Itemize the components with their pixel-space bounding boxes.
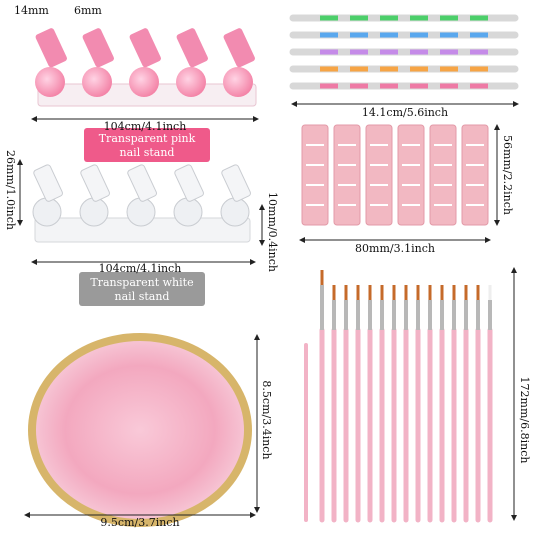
pink-stand-holder (129, 28, 161, 68)
pad (365, 124, 393, 226)
pink-stand-ball (82, 67, 112, 97)
length-label: 14.1cm/5.6inch (362, 106, 448, 119)
white-label-box (79, 272, 205, 306)
size-label: 6mm (74, 4, 102, 17)
pad (397, 124, 425, 226)
white-stand-holder (33, 164, 63, 202)
white-stand-holder (127, 164, 157, 202)
width-label: 104cm/4.1inch (104, 120, 187, 133)
height-label: 26mm/1.0inch (4, 150, 17, 230)
pink-stand-ball (176, 67, 206, 97)
white-stand-ball (79, 197, 109, 227)
pink-label-box (84, 128, 210, 162)
dimension-lines (17, 101, 519, 521)
product-label: nail stand (115, 290, 170, 303)
white-stand-holder (80, 164, 110, 202)
white-stand-ball (173, 197, 203, 227)
product-label: nail stand (120, 146, 175, 159)
product-label: Transparent white (90, 276, 193, 289)
pad (301, 124, 329, 226)
white-stand-ball (126, 197, 156, 227)
pink-stand-holder (82, 28, 114, 68)
palette (36, 341, 244, 519)
white-stand-ball (32, 197, 62, 227)
pad (429, 124, 457, 226)
pink-stand-holder (223, 28, 255, 68)
pad (461, 124, 489, 226)
height-label: 8.5cm/3.4inch (260, 380, 273, 459)
product-shapes (28, 14, 519, 527)
pink-stand-holder (176, 28, 208, 68)
pad (333, 124, 361, 226)
pink-stand-ball (129, 67, 159, 97)
product-label: Transparent pink (99, 132, 196, 145)
length-label: 172mm/6.8inch (518, 377, 531, 464)
height-label: 10mm/0.4inch (266, 192, 279, 272)
pink-stand-ball (35, 67, 65, 97)
white-stand-holder (221, 164, 251, 202)
width-label: 104cm/4.1inch (99, 262, 182, 275)
white-stand-holder (174, 164, 204, 202)
height-label: 56mm/2.2inch (501, 135, 514, 215)
white-stand-ball (220, 197, 250, 227)
width-label: 9.5cm/3.7inch (100, 516, 179, 529)
width-label: 80mm/3.1inch (355, 242, 435, 255)
pink-stand-ball (223, 67, 253, 97)
size-label: 14mm (14, 4, 49, 17)
pink-stand-holder (35, 28, 67, 68)
